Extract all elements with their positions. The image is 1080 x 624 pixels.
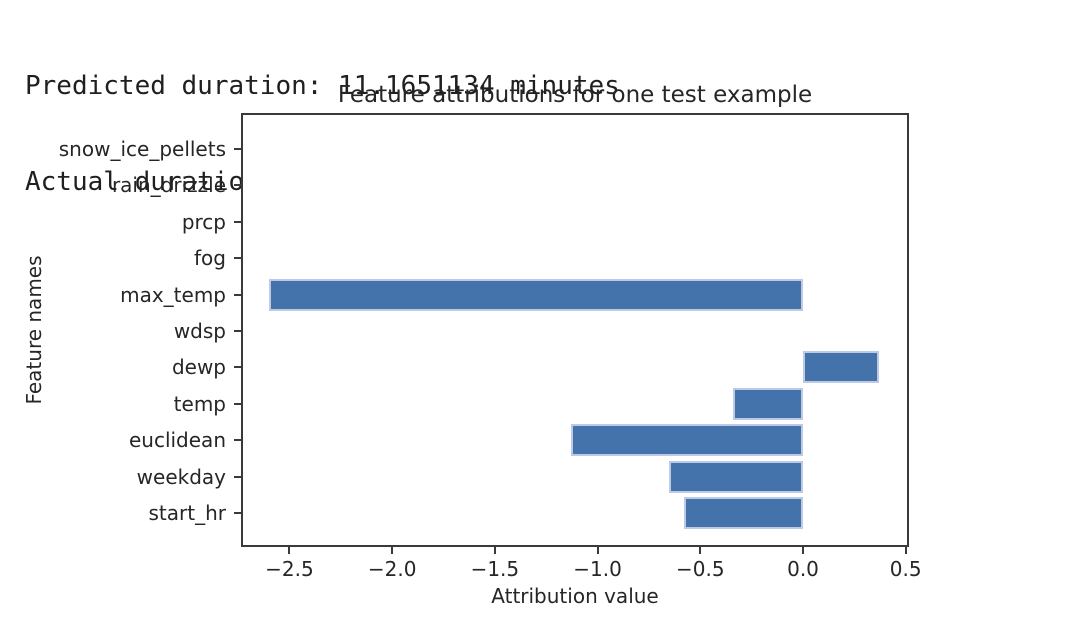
x-tick-label: 0.0 bbox=[787, 557, 819, 581]
y-tick-mark bbox=[234, 293, 241, 296]
bar-dewp bbox=[803, 351, 879, 384]
x-tick-mark bbox=[493, 547, 496, 554]
y-tick-label-weekday: weekday bbox=[136, 464, 226, 489]
x-tick-mark bbox=[596, 547, 599, 554]
bar-weekday bbox=[669, 460, 803, 493]
x-tick-label: −0.5 bbox=[676, 557, 725, 581]
bar-start_hr bbox=[683, 497, 803, 529]
bar-euclidean bbox=[570, 424, 803, 457]
y-tick-mark bbox=[234, 148, 241, 150]
y-tick-mark bbox=[234, 257, 241, 260]
y-tick-label-dewp: dewp bbox=[171, 355, 226, 380]
x-axis-label: Attribution value bbox=[491, 584, 659, 608]
bar-max_temp bbox=[268, 278, 803, 311]
y-tick-mark bbox=[234, 330, 241, 332]
y-tick-label-fog: fog bbox=[194, 246, 226, 271]
x-tick-label: −2.5 bbox=[265, 557, 314, 581]
y-tick-label-snow_ice_pellets: snow_ice_pellets bbox=[58, 137, 226, 161]
x-tick-label: −1.5 bbox=[470, 557, 520, 581]
y-tick-label-start_hr: start_hr bbox=[148, 501, 226, 525]
y-tick-label-temp: temp bbox=[173, 391, 226, 416]
predicted-duration-line: Predicted duration: 11.1651134 minutes bbox=[25, 71, 620, 101]
bar-temp bbox=[733, 387, 803, 420]
y-tick-mark bbox=[234, 512, 241, 514]
x-tick-mark bbox=[288, 547, 291, 554]
y-tick-label-rain_drizzle: rain_drizzle bbox=[111, 173, 226, 198]
y-tick-label-max_temp: max_temp bbox=[120, 282, 226, 307]
x-tick-mark bbox=[904, 547, 907, 554]
y-tick-label-wdsp: wdsp bbox=[173, 319, 226, 343]
y-tick-mark bbox=[234, 439, 241, 442]
y-tick-mark bbox=[234, 366, 241, 369]
y-tick-label-euclidean: euclidean bbox=[128, 428, 226, 453]
y-tick-mark bbox=[234, 402, 241, 405]
y-tick-mark bbox=[234, 220, 241, 223]
y-tick-mark bbox=[234, 475, 241, 478]
x-tick-mark bbox=[699, 547, 702, 554]
x-tick-mark bbox=[391, 547, 394, 554]
plot-area bbox=[241, 113, 909, 547]
x-tick-mark bbox=[802, 547, 804, 554]
y-tick-label-prcp: prcp bbox=[181, 209, 226, 234]
y-tick-mark bbox=[234, 184, 241, 187]
x-tick-label: −1.0 bbox=[573, 557, 622, 581]
x-tick-label: 0.5 bbox=[889, 557, 922, 581]
x-tick-label: −2.0 bbox=[367, 557, 417, 581]
chart-title: Feature attributions for one test exampl… bbox=[337, 82, 813, 108]
